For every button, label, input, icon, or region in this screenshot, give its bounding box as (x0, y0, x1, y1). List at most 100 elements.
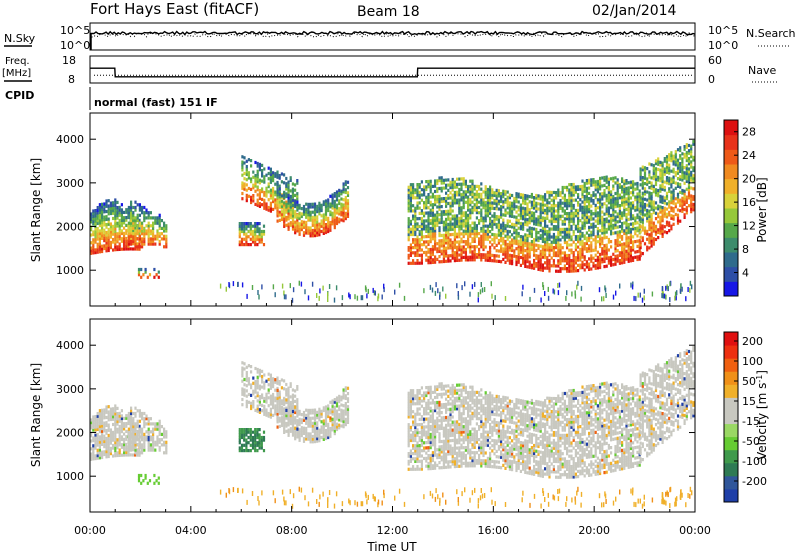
power-cell (294, 210, 297, 214)
power-cell (324, 217, 328, 221)
power-cell (632, 206, 635, 210)
power-cell (508, 206, 511, 210)
power-cell (572, 253, 575, 257)
power-cell (460, 198, 463, 202)
power-cell (537, 262, 540, 266)
velocity-cell (118, 451, 121, 455)
velocity-cell (116, 446, 119, 450)
power-cell (570, 261, 573, 265)
power-cell (460, 214, 463, 218)
velocity-cell (94, 433, 97, 437)
power-cell (502, 192, 505, 196)
velocity-cell (240, 443, 244, 447)
power-cell (610, 219, 613, 223)
power-cell (541, 232, 544, 236)
velocity-cell (243, 383, 246, 387)
power-cell (287, 188, 290, 192)
velocity-cell (114, 414, 117, 418)
power-cell (458, 198, 461, 202)
velocity-cell (249, 443, 252, 447)
power-cell (524, 207, 527, 211)
power-cell (327, 206, 330, 210)
power-cell (570, 235, 573, 239)
power-cell (489, 256, 492, 260)
power-cell (274, 174, 277, 178)
power-cell (118, 205, 121, 209)
power-cell (627, 217, 630, 221)
power-cell (544, 229, 547, 233)
power-cell (473, 192, 476, 196)
velocity-cell (125, 422, 128, 426)
power-cell (639, 235, 642, 239)
velocity-cell (252, 381, 255, 385)
power-cell (412, 238, 415, 242)
power-cell (588, 215, 591, 219)
power-cell (491, 243, 494, 247)
power-cell (427, 200, 430, 204)
power-cell (489, 206, 492, 210)
power-cell (247, 222, 250, 226)
power-cell (249, 232, 252, 236)
velocity-cell (118, 438, 121, 442)
power-cell (522, 201, 525, 205)
power-cell (274, 292, 276, 298)
power-cell (603, 231, 606, 235)
power-cell (672, 201, 675, 205)
power-cell (650, 186, 653, 190)
power-cell (467, 184, 470, 189)
velocity-cell (155, 479, 158, 483)
power-cell (260, 229, 263, 234)
power-cell (679, 288, 682, 294)
power-cell (453, 259, 456, 263)
power-cell (661, 195, 664, 199)
velocity-cell (98, 451, 101, 455)
power-cell (495, 215, 498, 219)
velocity-cell (147, 440, 150, 444)
power-cell (581, 213, 584, 217)
velocity-cell (165, 448, 168, 452)
velocity-cell (107, 439, 110, 443)
power-cell (423, 188, 426, 192)
power-cell (112, 248, 115, 252)
power-cell (258, 202, 261, 206)
power-cell (484, 203, 487, 207)
power-cell (484, 258, 487, 262)
power-cell (590, 243, 593, 247)
power-cell (143, 229, 146, 233)
power-cell (561, 267, 564, 271)
power-cell (127, 223, 130, 227)
power-cell (614, 205, 617, 209)
noise-panel-frame (89, 22, 696, 51)
power-cell (324, 202, 328, 206)
velocity-cell (96, 414, 99, 418)
power-cell (634, 198, 637, 202)
power-cell (539, 265, 542, 269)
power-cell (535, 262, 538, 266)
power-cell (692, 142, 695, 146)
power-cell (648, 193, 651, 198)
velocity-cell (132, 419, 135, 423)
power-cell (418, 201, 421, 205)
power-cell (605, 220, 608, 224)
power-cell (616, 233, 619, 237)
velocity-cell (158, 438, 161, 442)
power-cell (484, 237, 487, 241)
power-cell (546, 209, 549, 213)
power-cell (651, 291, 654, 297)
velocity-cell (250, 386, 253, 390)
power-cell (557, 264, 560, 268)
power-cell (546, 232, 549, 236)
power-cell (631, 284, 634, 290)
velocity-cell (238, 435, 241, 440)
velocity-cell (267, 396, 270, 400)
power-cell (429, 258, 432, 262)
power-cell (480, 229, 483, 233)
power-cell (145, 232, 148, 236)
power-cell (685, 174, 688, 178)
power-cell (436, 242, 439, 246)
power-cell (429, 219, 432, 223)
velocity-cell (154, 443, 157, 447)
power-cell (592, 225, 595, 229)
power-cell (550, 198, 553, 202)
velocity-cell (116, 430, 119, 434)
